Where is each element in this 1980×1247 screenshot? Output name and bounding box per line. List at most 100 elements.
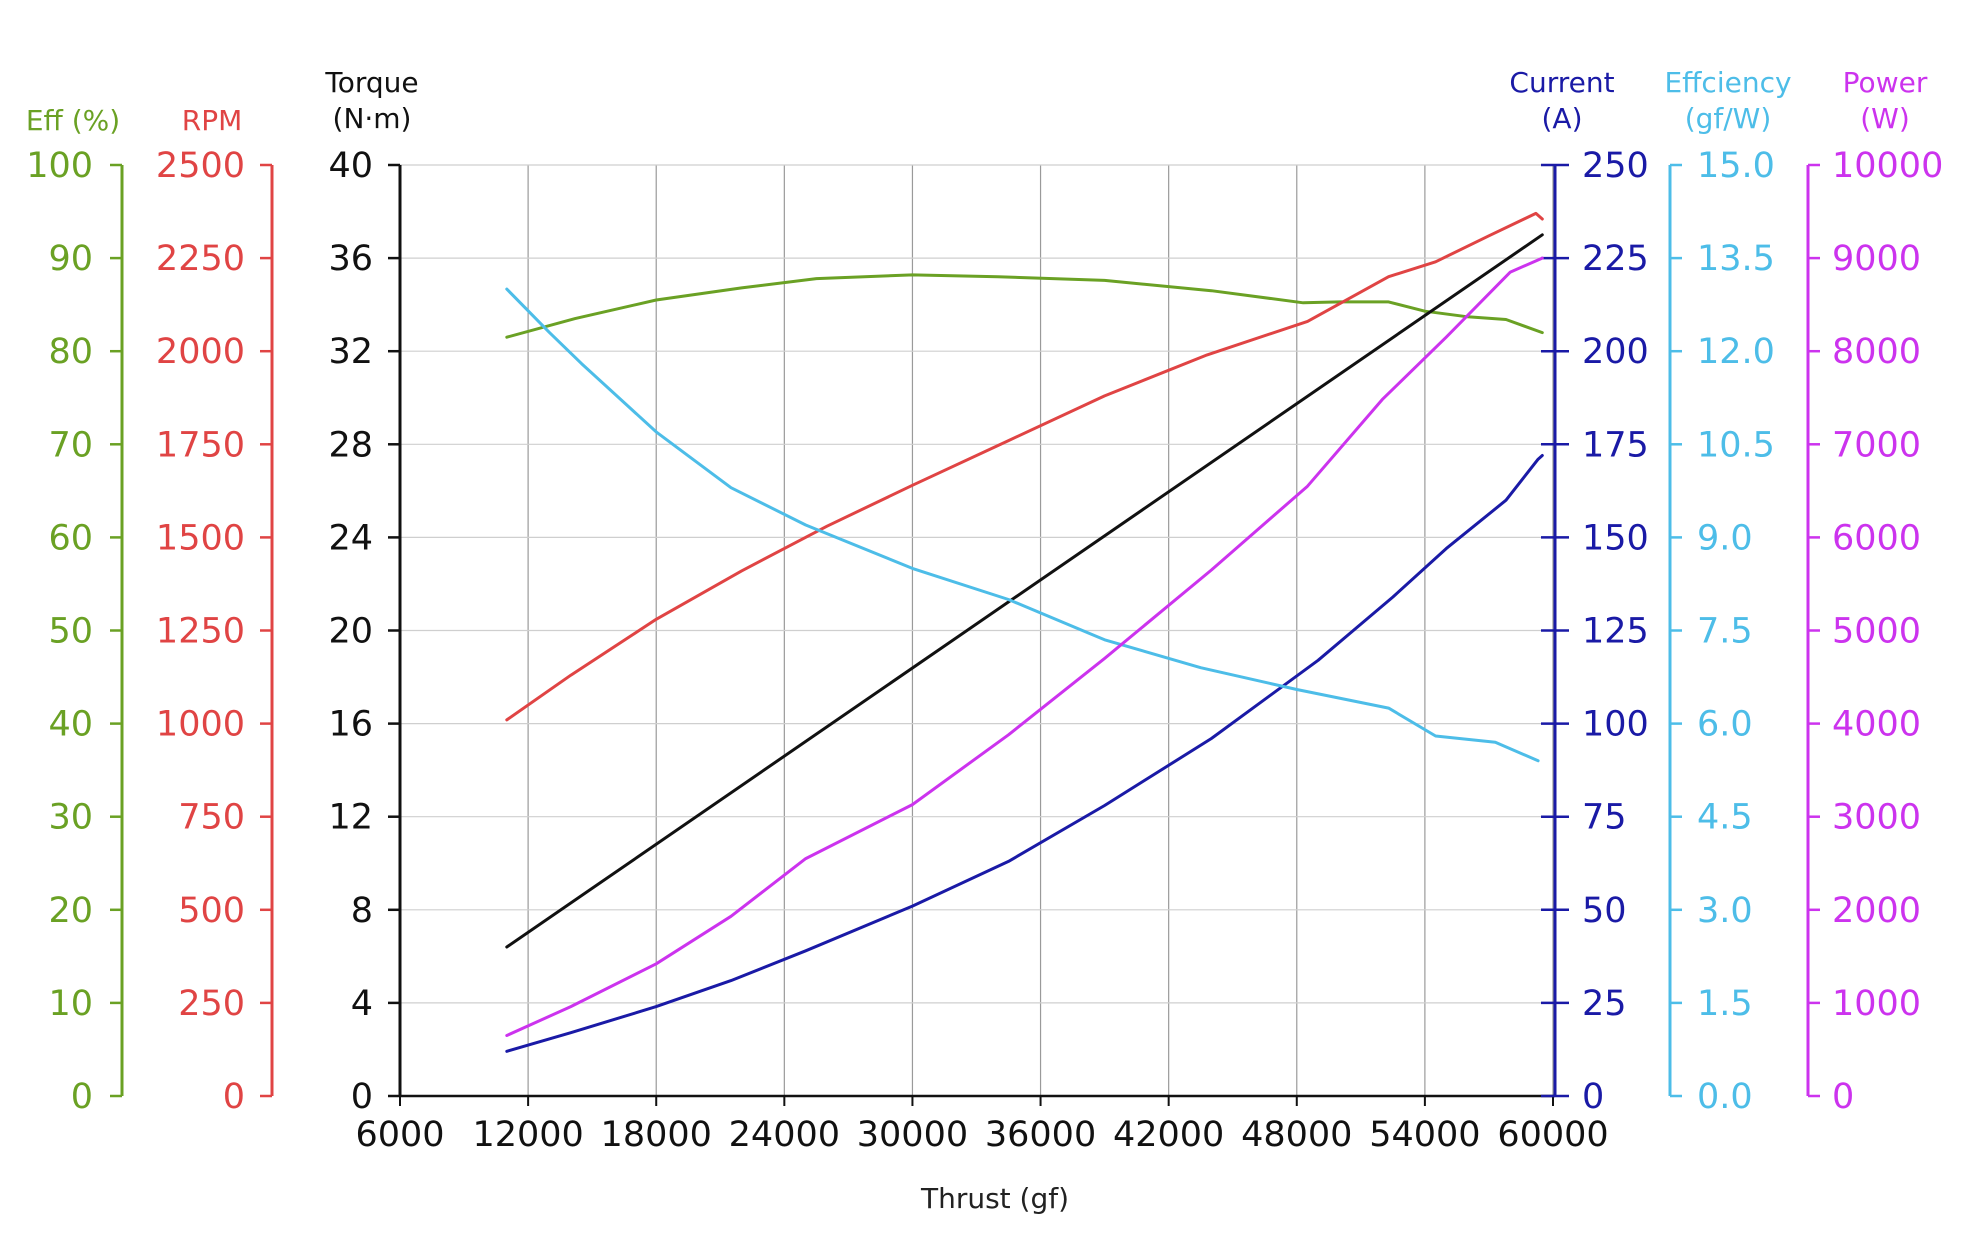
y-tick-label-current: 200 bbox=[1582, 332, 1649, 372]
y-tick-label-efficiency: 7.5 bbox=[1697, 612, 1753, 652]
y-tick-label-torque: 32 bbox=[328, 332, 373, 372]
y-tick-label-current: 150 bbox=[1582, 518, 1649, 558]
y-tick-label-efficiency: 9.0 bbox=[1697, 518, 1753, 558]
x-axis-title: Thrust (gf) bbox=[920, 1182, 1069, 1215]
y-tick-label-rpm: 750 bbox=[178, 798, 245, 838]
y-tick-label-power: 8000 bbox=[1832, 332, 1921, 372]
y-axis-title-torque: (N·m) bbox=[333, 102, 412, 135]
y-axis-title-power: (W) bbox=[1860, 102, 1910, 135]
y-tick-label-torque: 8 bbox=[351, 891, 373, 931]
y-tick-label-efficiency: 0.0 bbox=[1697, 1077, 1753, 1117]
y-tick-label-eff: 50 bbox=[48, 612, 93, 652]
y-tick-label-power: 4000 bbox=[1832, 705, 1921, 745]
y-tick-label-current: 175 bbox=[1582, 425, 1649, 465]
y-tick-label-rpm: 1500 bbox=[156, 518, 245, 558]
y-tick-label-efficiency: 6.0 bbox=[1697, 705, 1753, 745]
x-tick-label: 30000 bbox=[857, 1115, 968, 1155]
series-line-eff bbox=[505, 273, 1544, 339]
y-tick-label-current: 100 bbox=[1582, 705, 1649, 745]
y-tick-label-rpm: 500 bbox=[178, 891, 245, 931]
x-tick-label: 24000 bbox=[729, 1115, 840, 1155]
x-tick-label: 54000 bbox=[1369, 1115, 1480, 1155]
y-axis-title-power: Power bbox=[1843, 66, 1928, 99]
y-tick-label-torque: 16 bbox=[328, 705, 373, 745]
y-tick-label-current: 125 bbox=[1582, 612, 1649, 652]
y-axis-current: 0 25 50 75 100 125 150 175 200 225 250 Current(A) bbox=[1509, 66, 1648, 1117]
y-tick-label-rpm: 250 bbox=[178, 984, 245, 1024]
y-tick-label-rpm: 2250 bbox=[156, 239, 245, 279]
y-tick-label-current: 25 bbox=[1582, 984, 1627, 1024]
y-tick-label-current: 250 bbox=[1582, 146, 1649, 186]
y-tick-label-efficiency: 3.0 bbox=[1697, 891, 1753, 931]
y-axis-power: 0 1000 2000 3000 4000 5000 6000 7000 8000 9000 100… bbox=[1806, 66, 1943, 1117]
x-tick-label: 48000 bbox=[1241, 1115, 1352, 1155]
y-tick-label-rpm: 0 bbox=[223, 1077, 245, 1117]
series-line-power bbox=[505, 256, 1544, 1037]
y-tick-label-eff: 100 bbox=[26, 146, 93, 186]
y-axis-torque: 0 4 8 12 16 20 24 28 32 36 40 Torque(N·m) bbox=[324, 66, 418, 1117]
y-tick-label-rpm: 1000 bbox=[156, 705, 245, 745]
y-tick-label-efficiency: 1.5 bbox=[1697, 984, 1753, 1024]
y-tick-label-efficiency: 13.5 bbox=[1697, 239, 1775, 279]
y-tick-label-torque: 28 bbox=[328, 425, 373, 465]
series-line-rpm bbox=[505, 211, 1544, 722]
x-tick-label: 36000 bbox=[985, 1115, 1096, 1155]
axes: 6000 12000 18000 24000 30000 36000 42000 48000 5… bbox=[26, 66, 1944, 1155]
y-axis-title-current: Current bbox=[1509, 66, 1614, 99]
y-tick-label-efficiency: 15.0 bbox=[1697, 146, 1775, 186]
y-axis-title-rpm: RPM bbox=[182, 104, 243, 137]
y-tick-label-rpm: 2500 bbox=[156, 146, 245, 186]
y-tick-label-efficiency: 4.5 bbox=[1697, 798, 1753, 838]
x-tick-label: 60000 bbox=[1497, 1115, 1608, 1155]
y-tick-label-torque: 40 bbox=[328, 146, 373, 186]
y-tick-label-efficiency: 10.5 bbox=[1697, 425, 1775, 465]
y-tick-label-eff: 0 bbox=[71, 1077, 93, 1117]
y-tick-label-eff: 80 bbox=[48, 332, 93, 372]
y-tick-label-current: 50 bbox=[1582, 891, 1627, 931]
series-line-efficiency bbox=[505, 287, 1540, 763]
y-tick-label-power: 9000 bbox=[1832, 239, 1921, 279]
x-tick-label: 18000 bbox=[601, 1115, 712, 1155]
y-axis-title-efficiency: (gf/W) bbox=[1685, 102, 1772, 135]
y-axis-title-current: (A) bbox=[1541, 102, 1582, 135]
y-tick-label-eff: 40 bbox=[48, 705, 93, 745]
y-tick-label-power: 0 bbox=[1832, 1077, 1854, 1117]
y-tick-label-torque: 20 bbox=[328, 612, 373, 652]
y-tick-label-eff: 60 bbox=[48, 518, 93, 558]
y-tick-label-power: 10000 bbox=[1832, 146, 1943, 186]
y-tick-label-rpm: 1250 bbox=[156, 612, 245, 652]
y-tick-label-torque: 4 bbox=[351, 984, 373, 1024]
x-tick-label: 12000 bbox=[472, 1115, 583, 1155]
y-tick-label-eff: 20 bbox=[48, 891, 93, 931]
y-tick-label-power: 1000 bbox=[1832, 984, 1921, 1024]
x-tick-label: 42000 bbox=[1113, 1115, 1224, 1155]
x-tick-label: 6000 bbox=[355, 1115, 444, 1155]
y-tick-label-current: 75 bbox=[1582, 798, 1627, 838]
y-axis-eff: 0 10 20 30 40 50 60 70 80 90 100 Eff (%) bbox=[26, 104, 124, 1117]
y-tick-label-current: 0 bbox=[1582, 1077, 1604, 1117]
y-tick-label-power: 6000 bbox=[1832, 518, 1921, 558]
y-axis-rpm: 0 250 500 750 1000 1250 1500 1750 2000 2250 2500 RP… bbox=[156, 104, 274, 1117]
y-tick-label-eff: 10 bbox=[48, 984, 93, 1024]
y-tick-label-eff: 30 bbox=[48, 798, 93, 838]
y-tick-label-eff: 90 bbox=[48, 239, 93, 279]
y-tick-label-rpm: 2000 bbox=[156, 332, 245, 372]
y-tick-label-power: 7000 bbox=[1832, 425, 1921, 465]
y-tick-label-power: 2000 bbox=[1832, 891, 1921, 931]
y-tick-label-eff: 70 bbox=[48, 425, 93, 465]
grid bbox=[400, 164, 1554, 1096]
y-axis-title-torque: Torque bbox=[324, 66, 418, 99]
series-line-torque bbox=[505, 233, 1544, 949]
y-tick-label-power: 3000 bbox=[1832, 798, 1921, 838]
y-tick-label-rpm: 1750 bbox=[156, 425, 245, 465]
y-tick-label-torque: 0 bbox=[351, 1077, 373, 1117]
series-line-current bbox=[505, 454, 1544, 1053]
y-tick-label-efficiency: 12.0 bbox=[1697, 332, 1775, 372]
y-tick-label-torque: 36 bbox=[328, 239, 373, 279]
y-tick-label-torque: 12 bbox=[328, 798, 373, 838]
y-axis-title-efficiency: Effciency bbox=[1664, 66, 1791, 99]
y-tick-label-power: 5000 bbox=[1832, 612, 1921, 652]
y-tick-label-current: 225 bbox=[1582, 239, 1649, 279]
